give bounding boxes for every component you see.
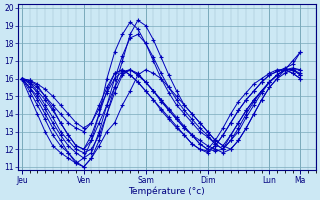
X-axis label: Température (°c): Température (°c)	[129, 186, 205, 196]
